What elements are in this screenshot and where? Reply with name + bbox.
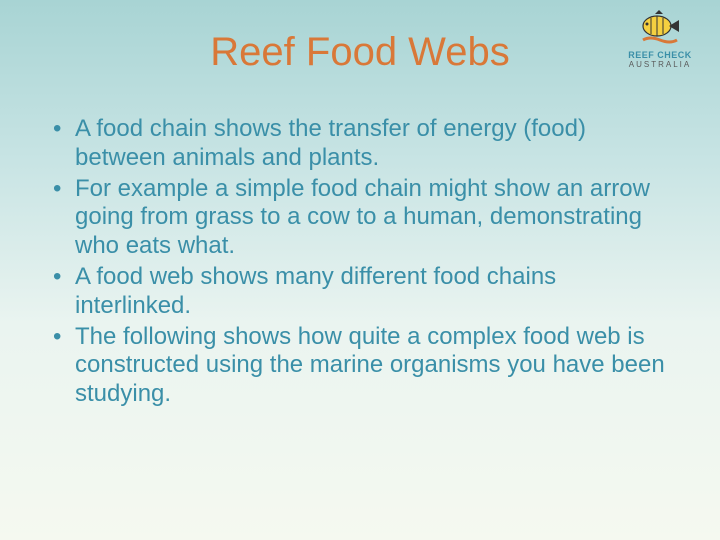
list-item: A food web shows many different food cha… (45, 263, 675, 321)
list-item: For example a simple food chain might sh… (45, 175, 675, 261)
fish-icon (635, 8, 685, 48)
logo-badge: REEF CHECK AUSTRALIA (610, 8, 710, 83)
logo-brand-text: REEF CHECK (628, 50, 692, 60)
list-item: A food chain shows the transfer of energ… (45, 115, 675, 173)
slide-content: A food chain shows the transfer of energ… (0, 75, 720, 409)
bullet-list: A food chain shows the transfer of energ… (45, 115, 675, 409)
list-item: The following shows how quite a complex … (45, 323, 675, 409)
logo-region-text: AUSTRALIA (629, 60, 691, 69)
